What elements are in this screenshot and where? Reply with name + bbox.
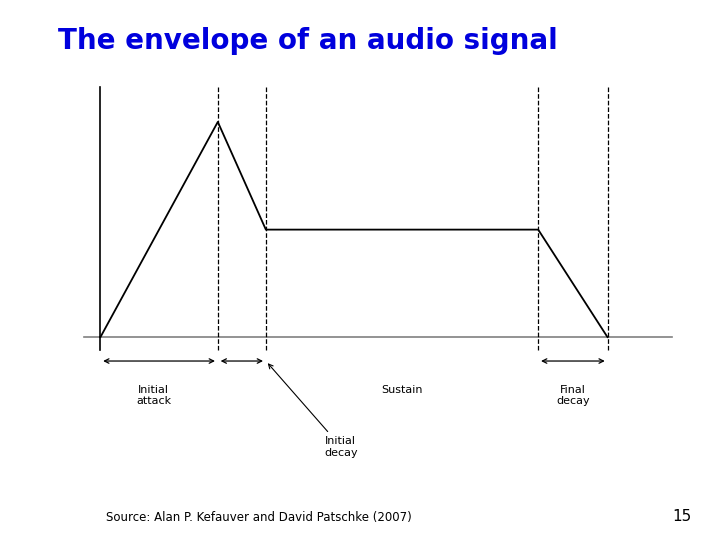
Text: Final
decay: Final decay bbox=[556, 384, 590, 406]
Text: 15: 15 bbox=[672, 509, 691, 524]
Text: Initial
decay: Initial decay bbox=[269, 364, 359, 458]
Text: Sustain: Sustain bbox=[382, 384, 423, 395]
Text: Source: Alan P. Kefauver and David Patschke (2007): Source: Alan P. Kefauver and David Patsc… bbox=[107, 511, 412, 524]
Text: Initial
attack: Initial attack bbox=[136, 384, 171, 406]
Text: The envelope of an audio signal: The envelope of an audio signal bbox=[58, 27, 557, 55]
